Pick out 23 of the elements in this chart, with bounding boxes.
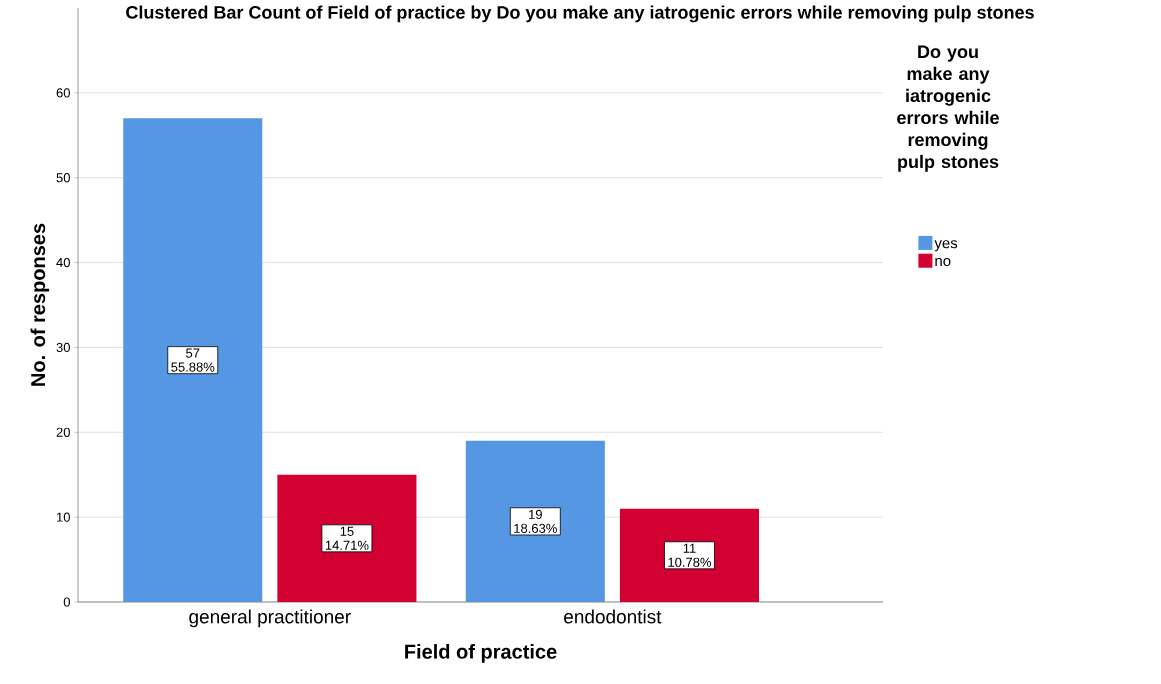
x-tick-label: endodontist (564, 609, 662, 624)
data-label: 15 14.71% (325, 526, 369, 550)
data-label: 11 10.78% (668, 543, 712, 567)
bar (465, 440, 605, 602)
legend-label: yes (934, 240, 958, 252)
bar (619, 508, 759, 602)
legend-label: no (935, 257, 951, 267)
bar (123, 118, 263, 602)
y-axis-title: No. of responses (30, 223, 50, 386)
bar (277, 474, 417, 602)
chart-title: Clustered Bar Count of Field of practice by Do you make any iatrogenic errors while removing pulp stones (126, 5, 1034, 23)
y-tick-label: 50 (56, 173, 70, 183)
x-axis-title: Field of practice (405, 644, 557, 663)
y-tick-label: 40 (56, 257, 70, 268)
data-label: 57 55.88% (171, 348, 215, 372)
legend-title: Do you make any iatrogenic errors while removing pulp stones (897, 45, 999, 172)
data-label: 19 18.63% (514, 509, 557, 533)
y-tick-label: 0 (63, 597, 70, 607)
y-tick-label: 30 (56, 342, 70, 353)
y-tick-label: 20 (56, 427, 70, 437)
x-tick-label: general practitioner (189, 609, 351, 628)
y-tick-label: 10 (57, 512, 70, 522)
y-tick-label: 60 (56, 88, 70, 98)
